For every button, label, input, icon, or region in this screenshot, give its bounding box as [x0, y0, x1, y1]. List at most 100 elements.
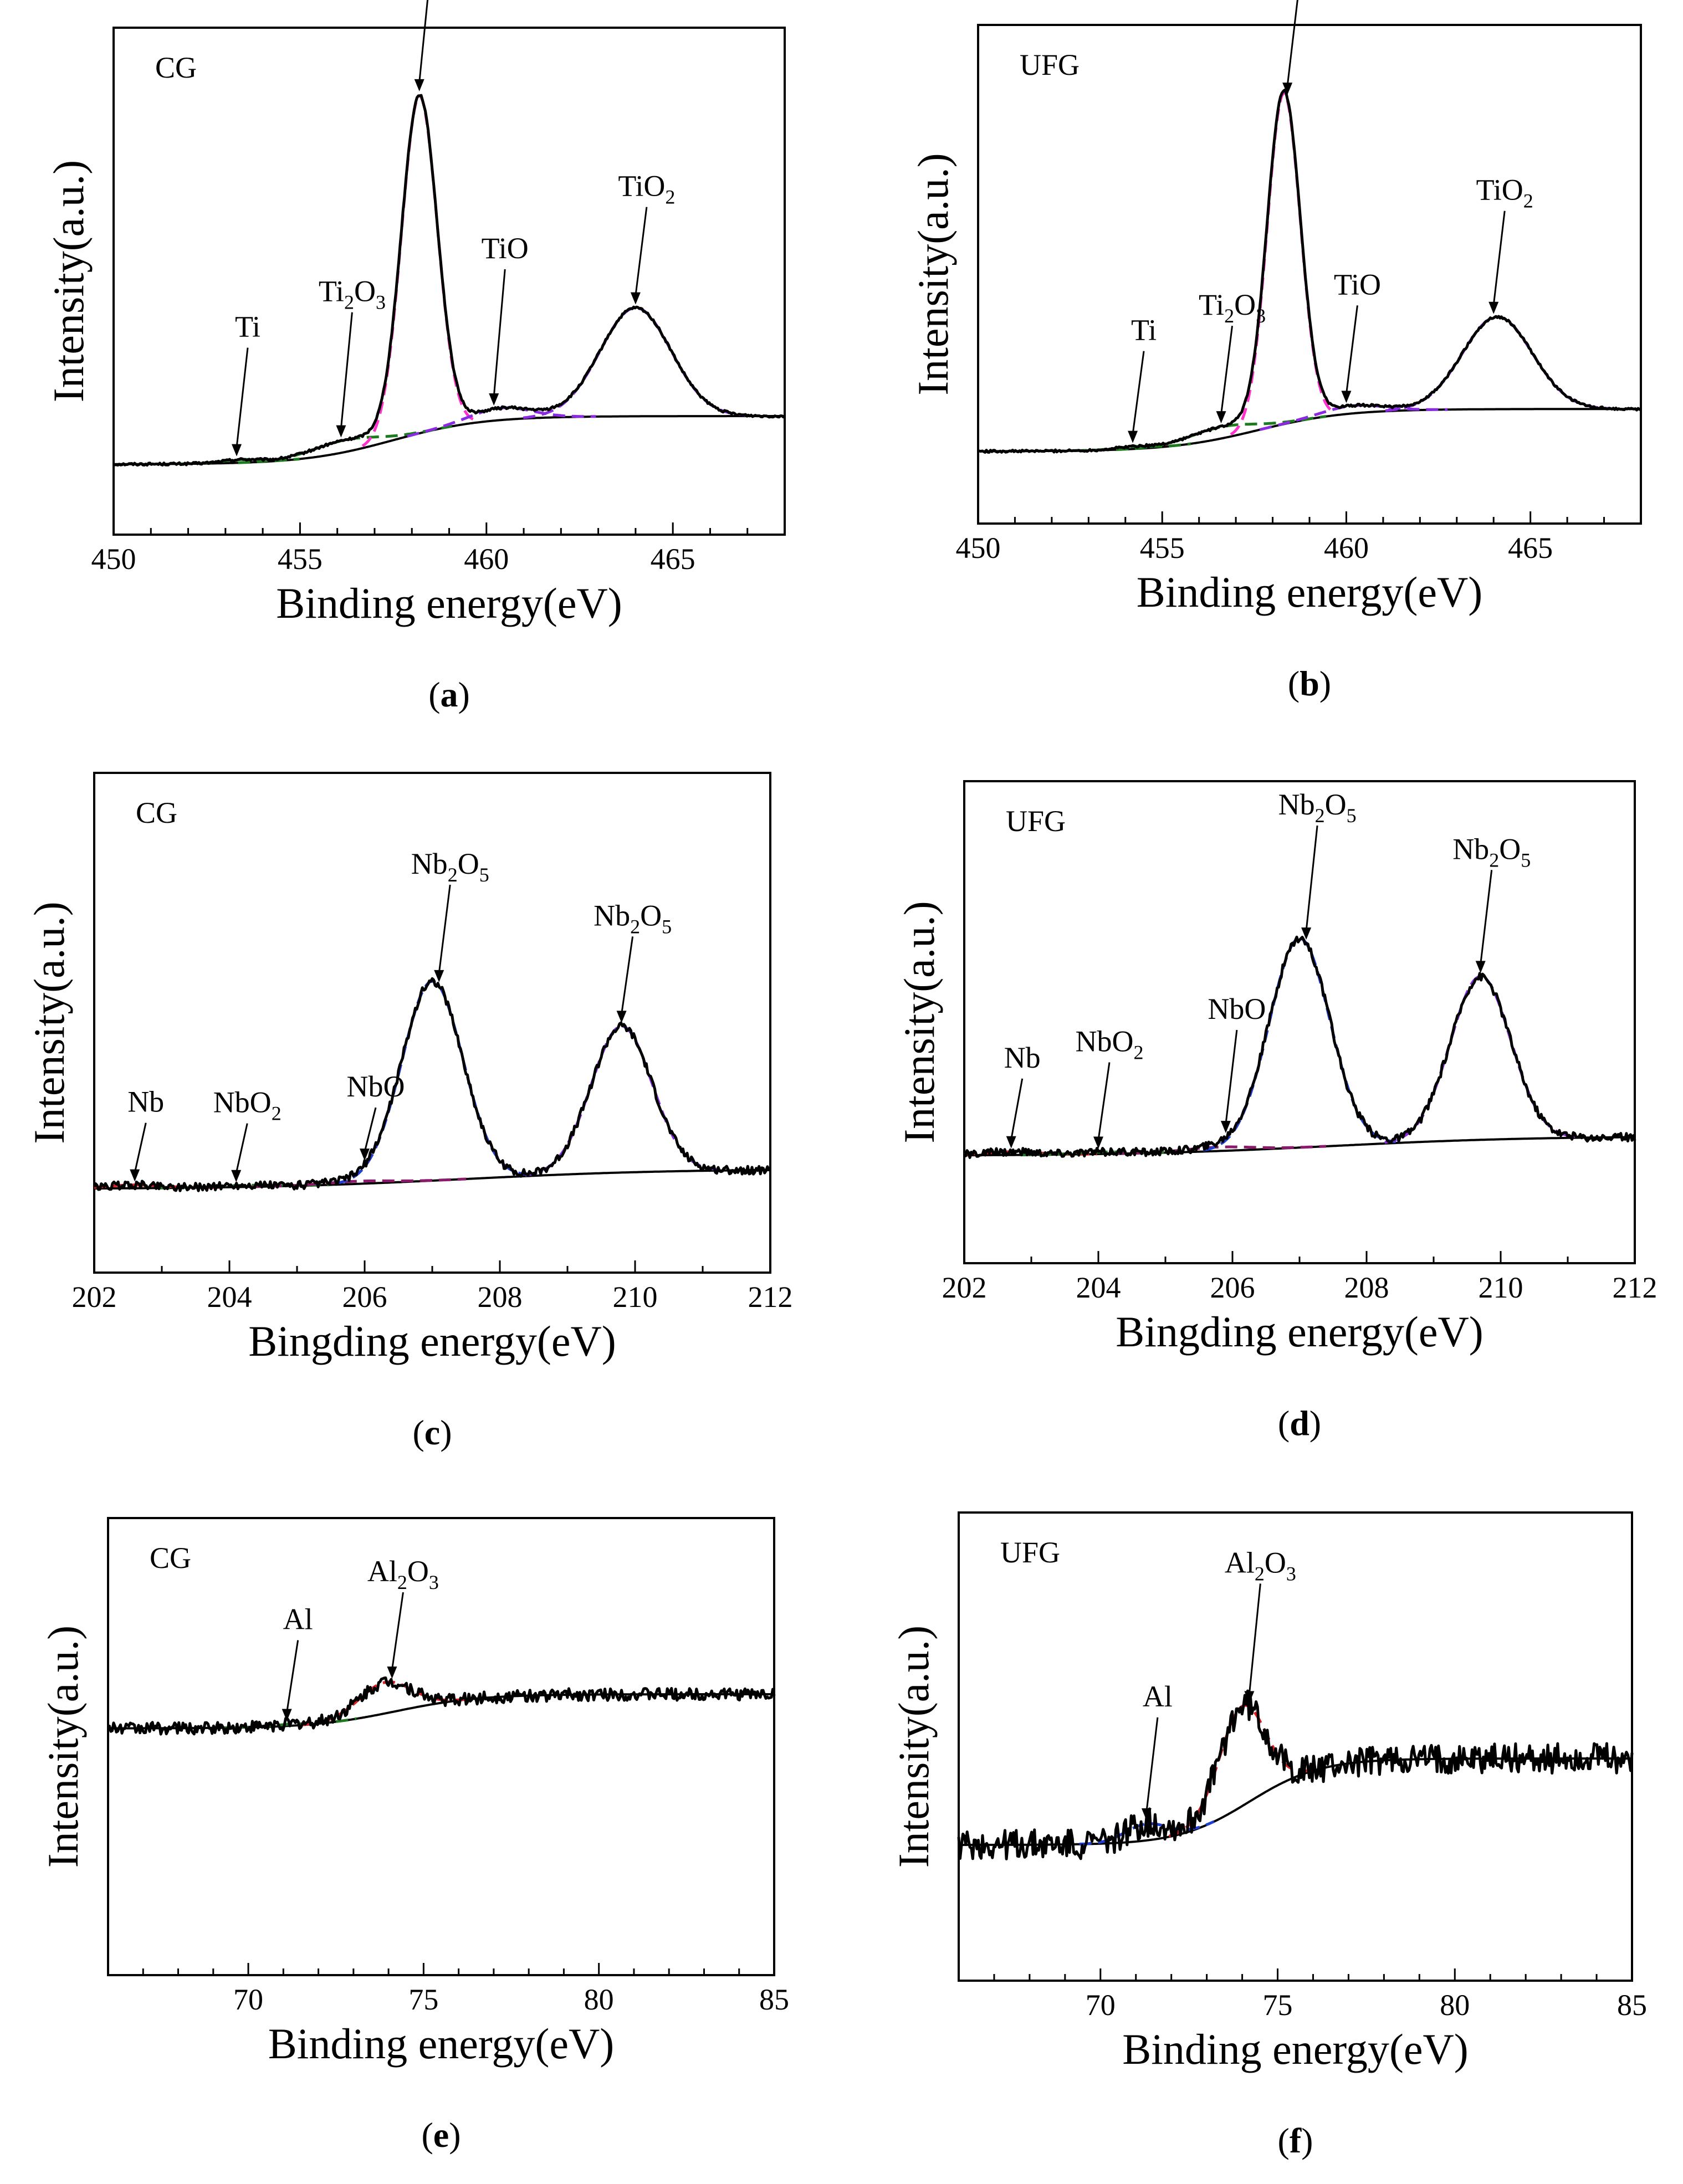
- background-curve: [964, 1136, 1635, 1157]
- peak-annotation: Nb2O5: [1452, 832, 1531, 871]
- x-tick-label: 212: [1613, 1271, 1658, 1304]
- annotation-arrow: [1305, 825, 1318, 931]
- x-axis-label: Binding energy(eV): [1137, 568, 1483, 616]
- arrow-head: [434, 970, 444, 982]
- panel-caption: (e): [421, 2115, 461, 2155]
- x-tick-label: 70: [1086, 1988, 1116, 2022]
- peak-annotation: Nb2O5: [594, 899, 672, 937]
- x-tick-label: 455: [1140, 531, 1185, 565]
- arrow-head: [387, 1667, 397, 1679]
- annotation-arrow: [391, 1592, 404, 1670]
- fit-peak-nb2o5: [525, 1024, 719, 1177]
- x-tick-label: 70: [233, 1983, 263, 2016]
- arrow-head: [414, 79, 424, 91]
- peak-annotation: NbO: [1208, 992, 1266, 1026]
- peak-annotation: Ti2O3: [1199, 288, 1266, 327]
- fit-peak-ti2o3: [1116, 415, 1327, 451]
- x-tick-label: 80: [584, 1983, 614, 2016]
- annotation-arrow: [1480, 870, 1493, 965]
- y-axis-label: Intensity(a.u.): [39, 1626, 87, 1868]
- fit-peak-ti2o3: [238, 424, 452, 464]
- plot-frame: [112, 27, 786, 536]
- raw-spectrum: [957, 1689, 1634, 1860]
- arrow-head: [282, 1709, 292, 1721]
- arrow-head: [1301, 927, 1312, 940]
- annotation-arrow: [1248, 1583, 1261, 1695]
- arrow-head: [130, 1169, 140, 1182]
- annotation-arrow: [1145, 1717, 1159, 1812]
- y-axis-label: Intensity(a.u.): [909, 153, 957, 396]
- arrow-head: [231, 1170, 242, 1182]
- arrow-head: [232, 444, 242, 457]
- annotation-arrow: [493, 269, 506, 397]
- peak-annotation: Al: [283, 1602, 313, 1636]
- x-tick-label: 75: [408, 1983, 438, 2016]
- arrow-head: [1341, 391, 1352, 403]
- fit-peak-nbo: [250, 1177, 467, 1188]
- arrow-head: [336, 425, 346, 438]
- raw-spectrum: [978, 89, 1641, 454]
- panel-f: 70 75 80 85 Binding energy(eV) Intensity(a.u.…: [889, 1511, 1647, 2160]
- panel-caption: (f): [1278, 2121, 1313, 2160]
- x-tick-label: 202: [942, 1271, 987, 1304]
- x-tick-label: 450: [91, 542, 136, 576]
- sample-label: CG: [155, 51, 197, 84]
- raw-spectrum: [963, 935, 1636, 1159]
- annotation-arrow: [438, 884, 451, 974]
- panel-e: 70 75 80 85 Binding energy(eV) Intensity(a.u.…: [39, 1517, 789, 2155]
- plot-frame: [963, 780, 1636, 1264]
- peak-annotation: TiO2: [618, 170, 675, 208]
- arrow-head: [360, 1149, 370, 1161]
- x-tick-label: 208: [1344, 1271, 1389, 1304]
- x-tick-label: 85: [1617, 1988, 1647, 2022]
- panel-caption: (c): [412, 1413, 452, 1452]
- x-axis-label: Binding energy(eV): [276, 579, 622, 627]
- fit-peak-nbo: [1112, 1145, 1326, 1155]
- annotation-arrow: [1345, 305, 1358, 394]
- peak-annotation: NbO2: [213, 1086, 282, 1125]
- annotation-arrow: [635, 207, 648, 296]
- panel-b: 450 455 460 465 Binding energy(eV) Intensity(…: [909, 0, 1642, 703]
- sample-label: UFG: [1020, 48, 1080, 81]
- x-axis-label: Bingding energy(eV): [248, 1317, 616, 1365]
- peak-annotation: Nb: [127, 1085, 164, 1119]
- annotation-arrow: [1286, 0, 1298, 86]
- x-tick-label: 460: [464, 542, 509, 576]
- raw-spectrum: [93, 977, 772, 1192]
- annotation-arrow: [364, 1107, 377, 1152]
- sample-label: UFG: [1000, 1536, 1060, 1569]
- arrow-head: [616, 1011, 627, 1023]
- background-curve: [978, 408, 1641, 453]
- arrow-head: [1488, 301, 1499, 314]
- annotation-arrow: [1010, 1078, 1024, 1140]
- x-axis-label: Bingding energy(eV): [1116, 1308, 1484, 1356]
- x-tick-label: 460: [1324, 531, 1369, 565]
- annotation-arrow: [621, 936, 634, 1014]
- panel-c: 202 204 206 208 210 212 Bingding energy(eV) Int…: [25, 772, 793, 1452]
- raw-spectrum: [113, 94, 785, 467]
- panel-caption: (a): [428, 675, 470, 714]
- x-tick-label: 465: [1508, 531, 1553, 565]
- arrow-head: [489, 393, 499, 406]
- x-tick-label: 455: [278, 542, 323, 576]
- plot-frame: [977, 24, 1642, 525]
- panel-caption: (d): [1278, 1403, 1321, 1443]
- annotation-arrow: [1492, 211, 1506, 305]
- peak-annotation: Al: [1143, 1680, 1173, 1713]
- arrow-head: [1475, 961, 1486, 973]
- fit-peak-tio2: [523, 306, 749, 419]
- y-axis-label: Intensity(a.u.): [25, 901, 73, 1144]
- y-axis-label: Intensity(a.u.): [889, 1626, 938, 1868]
- x-tick-label: 210: [1479, 1271, 1523, 1304]
- y-axis-label: Intensity(a.u.): [44, 160, 93, 403]
- annotation-arrow: [1225, 1029, 1238, 1125]
- arrow-head: [1244, 1691, 1255, 1704]
- x-tick-label: 85: [759, 1983, 789, 2016]
- x-tick-label: 210: [613, 1280, 658, 1314]
- x-axis-label: Binding energy(eV): [268, 2019, 615, 2068]
- background-curve: [959, 1757, 1632, 1846]
- peak-annotation: TiO2: [1476, 173, 1533, 212]
- x-tick-label: 465: [651, 542, 695, 576]
- sample-label: CG: [136, 796, 177, 829]
- peak-annotation: TiO: [482, 232, 529, 265]
